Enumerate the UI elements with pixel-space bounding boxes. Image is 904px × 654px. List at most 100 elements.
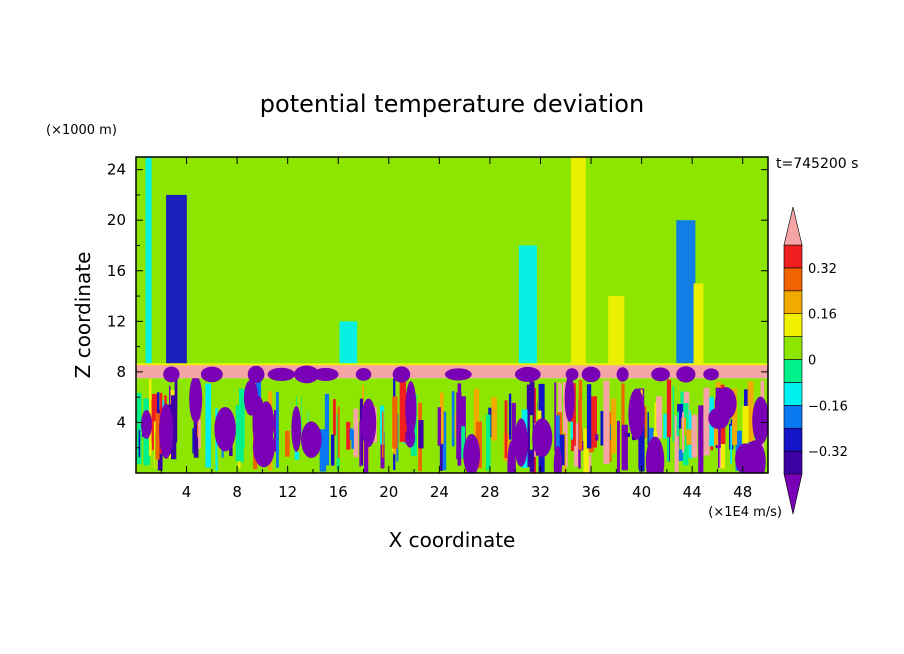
y-tick-label: 24 — [107, 161, 126, 179]
turbulence-streak — [570, 421, 574, 440]
turbulence-streak — [611, 398, 617, 454]
cold-plume — [291, 406, 302, 452]
turbulence-streak — [177, 410, 183, 449]
y-axis-label: Z coordinate — [71, 252, 95, 379]
upper-column — [452, 157, 464, 365]
turbulence-streak — [677, 403, 684, 446]
colorbar-bin — [783, 359, 803, 383]
x-tick-label: 16 — [329, 483, 348, 501]
turbulence-streak — [275, 391, 279, 468]
turbulence-streak — [596, 419, 603, 471]
x-unit-label: (×1E4 m/s) — [708, 505, 782, 520]
turbulence-streak — [529, 415, 533, 450]
x-tick-label: 4 — [182, 483, 192, 501]
colorbar-tick-label: −0.32 — [808, 445, 848, 460]
upper-column — [571, 157, 586, 365]
turbulence-streak — [730, 425, 733, 464]
turbulence-streak — [235, 405, 241, 462]
free-atmosphere-region — [136, 157, 768, 365]
cold-plume — [532, 418, 553, 458]
turbulence-streak — [193, 409, 199, 458]
turbulence-streak — [663, 413, 667, 439]
turbulence-streak — [504, 400, 508, 459]
cold-plume — [405, 381, 417, 437]
upper-column — [487, 157, 506, 365]
entrainment-eddy — [651, 367, 670, 382]
turbulence-streak — [676, 411, 679, 436]
upper-column — [333, 157, 343, 365]
turbulence-streak — [485, 414, 491, 471]
turbulence-streak — [150, 399, 156, 443]
colorbar-bin — [783, 290, 803, 314]
turbulence-streak — [582, 396, 589, 441]
x-tick-label: 48 — [733, 483, 752, 501]
colorbar-tick-label: 0.32 — [808, 262, 837, 277]
x-tick-label: 24 — [430, 483, 449, 501]
turbulence-streak — [625, 432, 631, 437]
colorbar-tick-label: 0 — [808, 354, 816, 369]
x-axis-label: X coordinate — [389, 528, 516, 552]
cold-plume — [564, 375, 575, 422]
turbulence-streak — [392, 396, 398, 449]
turbulence-streak — [319, 429, 327, 472]
turbulence-streak — [359, 421, 362, 467]
x-tick-label: 36 — [581, 483, 600, 501]
turbulence-streak — [481, 411, 486, 451]
x-tick-label: 40 — [632, 483, 651, 501]
turbulence-streak — [439, 432, 443, 471]
upper-column — [413, 157, 428, 365]
turbulence-streak — [578, 380, 583, 450]
upper-column — [693, 283, 704, 365]
turbulence-streak — [155, 413, 160, 460]
entrainment-eddy — [444, 368, 472, 381]
turbulence-streak — [747, 381, 754, 442]
y-tick-label: 12 — [107, 312, 126, 330]
turbulence-streak — [586, 384, 592, 449]
turbulence-streak — [649, 427, 654, 445]
plot-frame — [135, 156, 769, 474]
turbulence-streak — [468, 398, 473, 451]
turbulence-streak — [192, 428, 195, 454]
turbulence-streak — [418, 420, 424, 449]
turbulence-streak — [644, 406, 647, 439]
turbulence-streak — [476, 421, 482, 469]
cold-plume — [752, 396, 768, 445]
cold-plume — [553, 446, 563, 473]
turbulence-streak — [617, 420, 620, 473]
entrainment-eddy — [294, 365, 320, 384]
colorbar-bin — [783, 244, 803, 269]
turbulence-streak — [137, 392, 142, 465]
turbulence-streak — [399, 380, 406, 442]
turbulence-streak — [654, 402, 657, 457]
turbulence-streak — [703, 387, 710, 456]
colorbar-bin — [783, 427, 803, 452]
turbulence-streak — [351, 429, 354, 449]
colorbar-tick-label: −0.16 — [808, 399, 848, 414]
turbulence-streak — [425, 398, 432, 449]
turbulence-streak — [456, 392, 462, 460]
colorbar-bin — [783, 382, 803, 406]
colorbar-bin — [783, 404, 803, 429]
colorbar-tick-label: 0.16 — [808, 308, 837, 323]
entrainment-eddy — [581, 366, 601, 383]
turbulence-streak — [138, 429, 141, 458]
entrainment-eddy — [247, 365, 265, 384]
colorbar-extend-high — [783, 206, 803, 246]
turbulence-streak — [720, 423, 725, 469]
turbulence-streak — [330, 434, 335, 466]
turbulence-streak — [686, 429, 692, 445]
x-axis: 4 8 12 16 20 24 28 32 36 40 44 48 — [160, 157, 752, 501]
chart-title: potential temperature deviation — [260, 90, 644, 118]
upper-column — [608, 296, 625, 365]
turbulence-streak — [563, 382, 568, 468]
turbulence-streak — [666, 379, 672, 438]
x-tick-label: 44 — [683, 483, 702, 501]
turbulence-streak — [555, 415, 560, 455]
cold-plume — [159, 403, 174, 459]
turbulence-streak — [603, 380, 610, 464]
turbulence-streak — [243, 398, 246, 463]
upper-column — [166, 194, 187, 365]
y-tick-label: 4 — [116, 413, 126, 431]
y-tick-label: 16 — [107, 262, 126, 280]
